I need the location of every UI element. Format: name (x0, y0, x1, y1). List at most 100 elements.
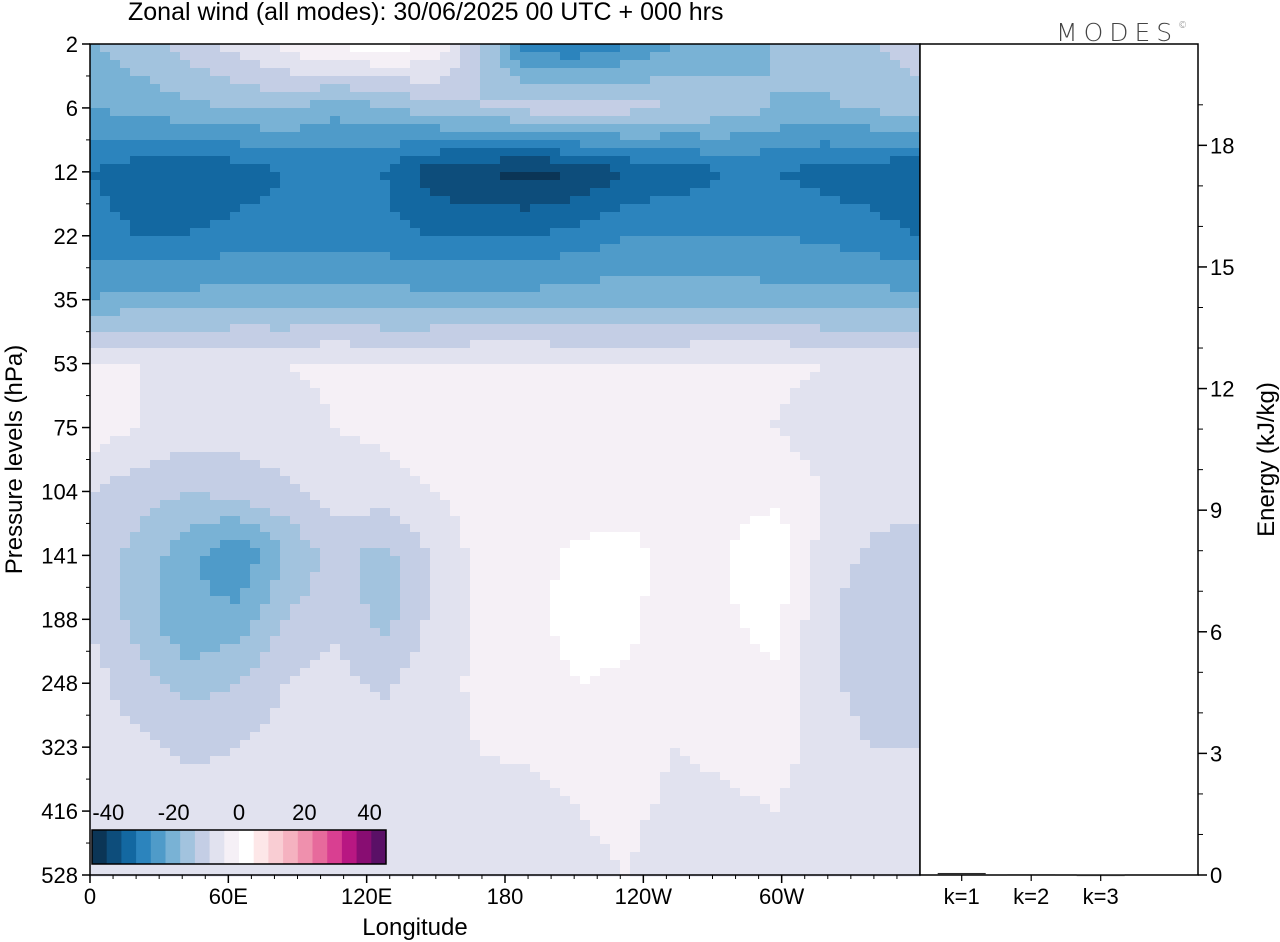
field-cell (870, 388, 881, 397)
field-cell (420, 484, 431, 493)
field-cell (410, 380, 421, 389)
field-cell (100, 76, 111, 85)
field-cell (310, 444, 321, 453)
field-cell (700, 332, 711, 341)
field-cell (220, 428, 231, 437)
field-cell (710, 316, 721, 325)
field-cell (410, 260, 421, 269)
field-cell (570, 156, 581, 165)
field-cell (250, 204, 261, 213)
field-cell (290, 388, 301, 397)
field-cell (880, 412, 891, 421)
field-cell (520, 412, 531, 421)
field-cell (430, 324, 441, 333)
field-cell (210, 340, 221, 349)
field-cell (620, 220, 631, 229)
field-cell (620, 140, 631, 149)
field-cell (190, 276, 201, 285)
field-cell (450, 76, 461, 85)
field-cell (620, 156, 631, 165)
field-cell (220, 108, 231, 117)
field-cell (750, 140, 761, 149)
field-cell (190, 508, 201, 517)
field-cell (410, 100, 421, 109)
field-cell (610, 500, 621, 509)
field-cell (560, 364, 571, 373)
field-cell (90, 156, 101, 165)
field-cell (140, 348, 151, 357)
field-cell (170, 148, 181, 157)
field-cell (820, 372, 831, 381)
field-cell (710, 388, 721, 397)
field-cell (860, 156, 871, 165)
field-cell (770, 220, 781, 229)
field-cell (520, 460, 531, 469)
field-cell (430, 252, 441, 261)
field-cell (850, 124, 861, 133)
field-cell (470, 212, 481, 221)
field-cell (850, 116, 861, 125)
field-cell (570, 396, 581, 405)
field-cell (710, 108, 721, 117)
field-cell (760, 324, 771, 333)
field-cell (300, 140, 311, 149)
field-cell (890, 388, 901, 397)
field-cell (650, 356, 661, 365)
field-cell (450, 284, 461, 293)
field-cell (240, 164, 251, 173)
field-cell (580, 140, 591, 149)
field-cell (360, 420, 371, 429)
field-cell (650, 132, 661, 141)
field-cell (190, 92, 201, 101)
field-cell (360, 84, 371, 93)
field-cell (700, 204, 711, 213)
field-cell (170, 316, 181, 325)
field-cell (680, 332, 691, 341)
field-cell (730, 372, 741, 381)
field-cell (430, 316, 441, 325)
field-cell (530, 228, 541, 237)
field-cell (710, 164, 721, 173)
field-cell (590, 276, 601, 285)
field-cell (490, 236, 501, 245)
field-cell (860, 76, 871, 85)
field-cell (570, 172, 581, 181)
field-cell (650, 500, 661, 509)
field-cell (830, 228, 841, 237)
field-cell (800, 60, 811, 69)
field-cell (220, 388, 231, 397)
field-cell (750, 348, 761, 357)
field-cell (200, 228, 211, 237)
field-cell (610, 124, 621, 133)
field-cell (890, 300, 901, 309)
field-cell (410, 428, 421, 437)
field-cell (220, 412, 231, 421)
field-cell (780, 76, 791, 85)
field-cell (860, 260, 871, 269)
field-cell (150, 268, 161, 277)
field-cell (890, 172, 901, 181)
field-cell (510, 332, 521, 341)
field-cell (520, 132, 531, 141)
field-cell (210, 116, 221, 125)
field-cell (390, 428, 401, 437)
field-cell (280, 332, 291, 341)
field-cell (800, 252, 811, 261)
field-cell (260, 404, 271, 413)
field-cell (500, 260, 511, 269)
chart-title: Zonal wind (all modes): 30/06/2025 00 UT… (128, 0, 724, 26)
field-cell (610, 236, 621, 245)
field-cell (440, 452, 451, 461)
field-cell (240, 524, 251, 533)
field-cell (770, 204, 781, 213)
field-cell (110, 100, 121, 109)
field-cell (210, 380, 221, 389)
field-cell (550, 500, 561, 509)
field-cell (710, 204, 721, 213)
field-cell (650, 252, 661, 261)
field-cell (620, 316, 631, 325)
field-cell (870, 268, 881, 277)
field-cell (410, 180, 421, 189)
field-cell (190, 164, 201, 173)
field-cell (740, 340, 751, 349)
